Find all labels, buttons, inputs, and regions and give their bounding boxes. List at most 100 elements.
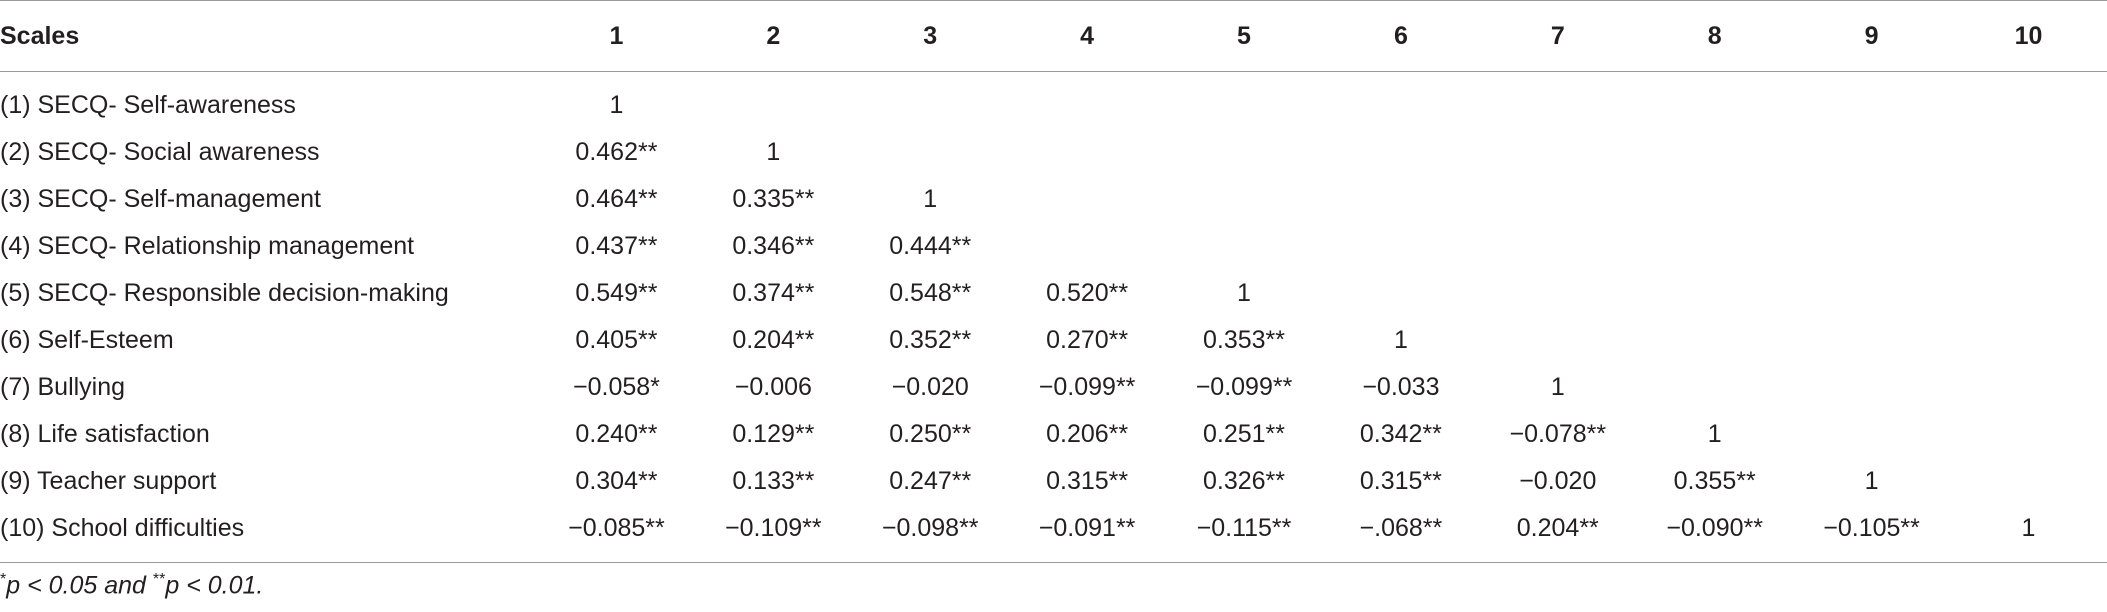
header-cell: 5 xyxy=(1165,0,1323,72)
table-row: (5) SECQ- Responsible decision-making 0.5… xyxy=(0,270,2107,317)
cell: 0.549** xyxy=(575,279,658,307)
cell: 0.346** xyxy=(732,232,815,260)
cell: −.068** xyxy=(1322,505,1480,563)
empty-cell xyxy=(1166,129,1323,176)
cell: 0.335** xyxy=(732,185,815,213)
footnote-text: p < 0.05 and xyxy=(6,571,153,600)
empty-cell xyxy=(1950,223,2107,270)
empty-cell xyxy=(1166,223,1323,270)
empty-cell xyxy=(1479,72,1636,130)
cell: 0.247** xyxy=(889,467,972,495)
empty-cell xyxy=(695,72,852,130)
empty-cell xyxy=(1793,270,1950,317)
row-label: (2) SECQ- Social awareness xyxy=(0,138,320,166)
empty-cell xyxy=(1479,270,1636,317)
cell: 1 xyxy=(1864,467,1879,495)
cell: 0.355** xyxy=(1673,467,1756,495)
empty-cell xyxy=(852,72,1009,130)
table-row: (10) School difficulties −0.085** −0.109**… xyxy=(0,505,2107,563)
empty-cell xyxy=(1322,72,1479,130)
row-label: (9) Teacher support xyxy=(0,467,217,495)
empty-cell xyxy=(1950,270,2107,317)
cell: −0.006 xyxy=(734,373,812,401)
cell: −0.098** xyxy=(851,505,1009,563)
header-cell: 6 xyxy=(1322,0,1480,72)
cell: 1 xyxy=(1237,279,1251,307)
empty-cell xyxy=(1950,176,2107,223)
header-cell: 9 xyxy=(1793,0,1951,72)
cell: −0.020 xyxy=(1519,467,1597,495)
cell: 0.462** xyxy=(575,138,658,166)
cell: 0.342** xyxy=(1359,420,1442,448)
empty-cell xyxy=(1166,72,1323,130)
row-label: (6) Self-Esteem xyxy=(0,326,174,354)
empty-cell xyxy=(1793,317,1950,364)
empty-cell xyxy=(1950,364,2107,411)
cell: −0.091** xyxy=(1008,505,1166,563)
cell: −0.058* xyxy=(573,373,660,401)
empty-cell xyxy=(1636,72,1793,130)
empty-cell xyxy=(1793,129,1950,176)
empty-cell xyxy=(1322,270,1479,317)
cell: −0.099** xyxy=(1038,373,1136,401)
footnote-text: p < 0.01. xyxy=(165,571,264,600)
cell: −0.085** xyxy=(538,505,695,563)
cell: 0.204** xyxy=(732,326,815,354)
cell: 1 xyxy=(1550,373,1565,401)
cell: 0.206** xyxy=(1046,420,1129,448)
empty-cell xyxy=(1636,223,1793,270)
empty-cell xyxy=(1950,129,2107,176)
empty-cell xyxy=(1166,176,1323,223)
row-label: (8) Life satisfaction xyxy=(0,420,210,448)
cell: 1 xyxy=(1950,505,2107,563)
table-row: (6) Self-Esteem 0.405** 0.204** 0.352** 0.27… xyxy=(0,317,2107,364)
empty-cell xyxy=(1950,72,2107,130)
empty-cell xyxy=(1793,72,1950,130)
header-cell: 3 xyxy=(851,0,1009,72)
row-label: (4) SECQ- Relationship management xyxy=(0,232,415,260)
footnote-mark: ** xyxy=(152,571,166,588)
table-header: Scales 1 2 3 4 5 6 7 8 9 10 xyxy=(0,0,2107,72)
header-cell: 2 xyxy=(694,0,852,72)
empty-cell xyxy=(1479,223,1636,270)
empty-cell xyxy=(1009,72,1166,130)
empty-cell xyxy=(1009,223,1166,270)
table-row: (8) Life satisfaction 0.240** 0.129** 0.250… xyxy=(0,411,2107,458)
cell: 0.133** xyxy=(732,467,815,495)
empty-cell xyxy=(1009,129,1166,176)
empty-cell xyxy=(1636,364,1793,411)
empty-cell xyxy=(1950,411,2107,458)
cell: 0.204** xyxy=(1479,505,1637,563)
header-row: Scales 1 2 3 4 5 6 7 8 9 10 xyxy=(0,0,2107,72)
table-row: (2) SECQ- Social awareness 0.462** 1 xyxy=(0,129,2107,176)
cell: 1 xyxy=(1707,420,1722,448)
empty-cell xyxy=(1636,176,1793,223)
cell: 0.270** xyxy=(1046,326,1129,354)
correlation-table: Scales 1 2 3 4 5 6 7 8 9 10 (1) SECQ- Self-awarenes… xyxy=(0,0,2107,563)
footnote: *p < 0.05 and **p < 0.01. xyxy=(0,571,2107,600)
cell: 0.315** xyxy=(1046,467,1129,495)
cell: −0.033 xyxy=(1362,373,1440,401)
footnote-mark: * xyxy=(0,571,7,588)
empty-cell xyxy=(1950,317,2107,364)
cell: 0.250** xyxy=(889,420,972,448)
cell: 0.326** xyxy=(1202,467,1286,495)
table-row: (3) SECQ- Self-management 0.464** 0.335** 1 xyxy=(0,176,2107,223)
table-row: (4) SECQ- Relationship management 0.437**… xyxy=(0,223,2107,270)
table-row: (1) SECQ- Self-awareness 1 xyxy=(0,72,2107,130)
cell: 0.548** xyxy=(889,279,972,307)
empty-cell xyxy=(1479,317,1636,364)
empty-cell xyxy=(1479,176,1636,223)
cell: 0.315** xyxy=(1359,467,1442,495)
cell: −0.090** xyxy=(1636,505,1794,563)
empty-cell xyxy=(1322,176,1479,223)
header-cell: 4 xyxy=(1008,0,1166,72)
empty-cell xyxy=(1793,176,1950,223)
cell: −0.099** xyxy=(1195,373,1293,401)
cell: 0.352** xyxy=(889,326,972,354)
cell: 0.251** xyxy=(1202,420,1286,448)
table-row: (9) Teacher support 0.304** 0.133** 0.247**… xyxy=(0,458,2107,505)
cell: 0.405** xyxy=(575,326,658,354)
header-cell: Scales xyxy=(0,0,538,72)
